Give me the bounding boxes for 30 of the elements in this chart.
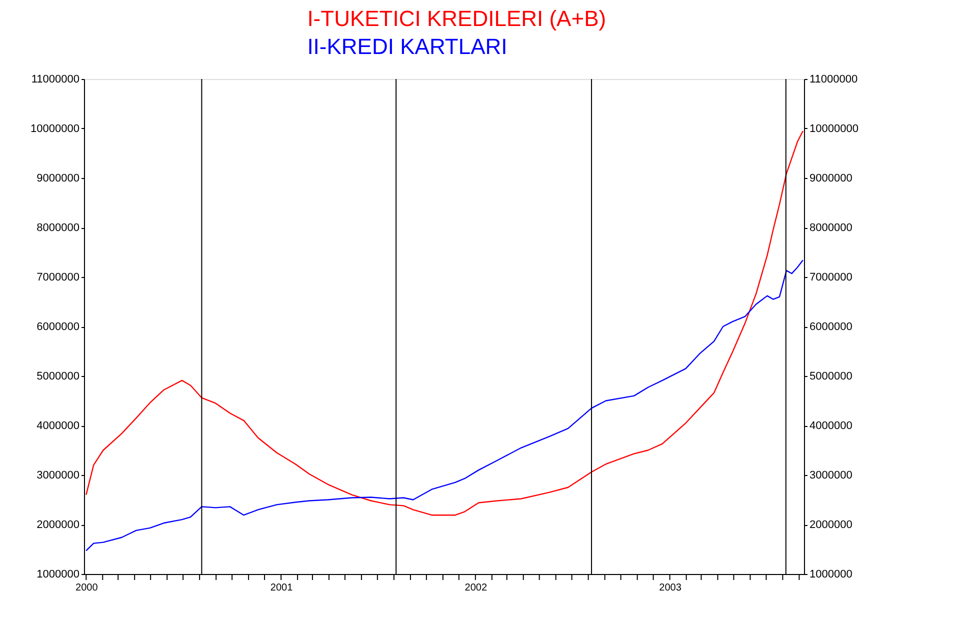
y-tick-label: 7000000 — [36, 272, 80, 284]
y2-tick-label: 2000000 — [810, 519, 852, 531]
y2-tick-label: 3000000 — [810, 470, 852, 482]
text: I-TUKETICI KREDILERI (A+B) — [307, 6, 606, 31]
y2-tick-label: 9000000 — [810, 172, 852, 184]
y2-tick-label: 7000000 — [810, 272, 852, 284]
x-tick-label: 2000 — [76, 582, 98, 594]
y-tick-label: 6000000 — [36, 321, 80, 333]
y-tick-label: 2000000 — [36, 519, 80, 531]
y2-tick-label: 10000000 — [810, 123, 858, 135]
y-tick-label: 3000000 — [36, 470, 80, 482]
line-series — [86, 130, 804, 516]
y2-tick-label: 5000000 — [810, 370, 852, 382]
y-tick-label: 9000000 — [36, 172, 80, 184]
y-tick-label: 5000000 — [36, 370, 80, 382]
text: II-KREDI KARTLARI — [307, 34, 508, 59]
y2-tick-label: 8000000 — [810, 222, 852, 234]
y-tick-label: 10000000 — [30, 123, 80, 135]
y2-tick-label: 11000000 — [810, 74, 858, 86]
line-series — [86, 260, 804, 552]
x-tick-label: 2003 — [659, 582, 682, 594]
y-tick-label: 1000000 — [36, 568, 80, 580]
x-tick-label: 2002 — [464, 582, 488, 594]
y2-tick-label: 4000000 — [810, 420, 852, 432]
x-tick-label: 2001 — [270, 582, 294, 594]
y2-tick-label: 6000000 — [810, 321, 852, 333]
y-tick-label: 8000000 — [36, 222, 80, 234]
y-tick-label: 4000000 — [36, 420, 80, 432]
y-tick-label: 11000000 — [31, 74, 80, 86]
y2-tick-label: 1000000 — [810, 568, 852, 580]
